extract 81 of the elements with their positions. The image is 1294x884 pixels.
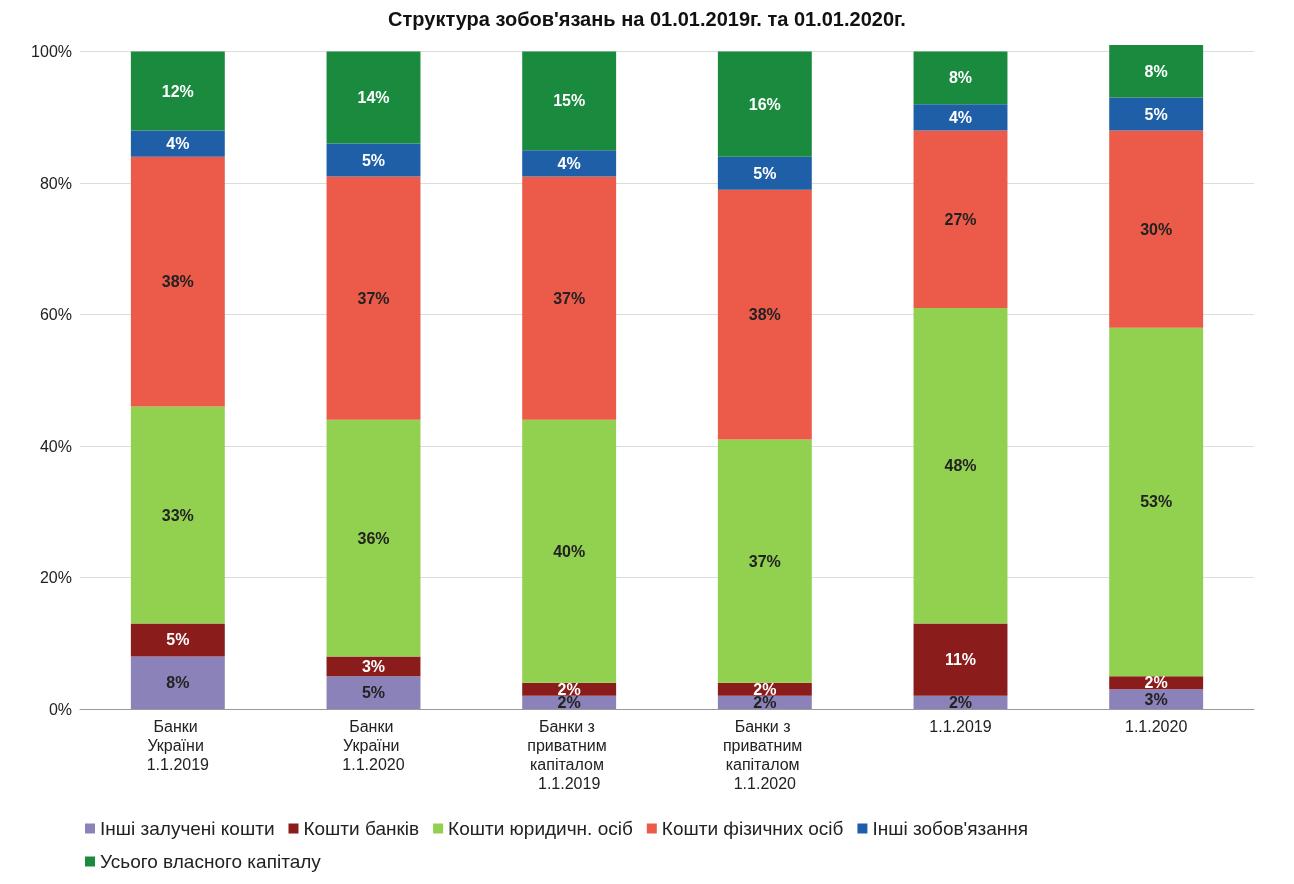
x-tick-label: Банки України 1.1.2019 [146,718,210,773]
data-label: 8% [948,69,973,87]
data-label: 14% [357,89,390,107]
data-label: 27% [944,210,977,228]
bar [913,623,1008,696]
bar [130,130,225,157]
bar [913,130,1008,308]
bar [913,51,1008,105]
x-tick-label: 1.1.2019 [929,718,992,735]
bar [717,156,812,190]
bar [1109,130,1204,328]
x-tick-label: Банки України 1.1.2020 [342,718,405,773]
bar [130,656,225,709]
y-tick-label: 0% [48,700,72,718]
legend-label: Кошти фізичних осіб [661,818,844,839]
data-label: 2% [1144,674,1168,692]
data-label: 4% [948,108,973,126]
y-tick-label: 100% [31,43,72,61]
legend-label: Інші зобов'язання [872,818,1029,839]
bar [326,676,421,709]
legend-label: Кошти юридичн. осіб [448,818,633,839]
bar [130,156,225,407]
data-label: 53% [1140,493,1173,511]
bar [717,439,812,683]
data-label: 15% [553,92,586,110]
bar [326,656,421,677]
data-label: 11% [944,651,977,669]
data-label: 8% [1144,62,1168,80]
data-label: 5% [1144,105,1168,123]
bar [130,623,225,657]
x-tick-label: 1.1.2020 [1125,718,1188,735]
data-label: 36% [357,529,390,547]
data-label: 38% [161,273,194,291]
data-label: 3% [1144,690,1168,708]
bar [522,150,617,177]
bar [913,104,1008,131]
data-label: 5% [166,631,190,649]
bar [522,176,617,420]
bar [326,176,421,420]
bar [326,143,421,177]
legend-label: Інші залучені кошти [100,818,275,839]
y-tick-label: 40% [39,437,72,455]
data-label: 2% [948,693,973,711]
data-label: 4% [166,135,190,153]
x-tick-label: Банки з приватним капіталом 1.1.2019 [527,718,612,792]
data-label: 37% [748,552,781,570]
data-label: 48% [944,457,977,475]
legend-label: Кошти банків [303,818,420,839]
legend-label: Усього власного капіталу [100,851,322,872]
data-label: 37% [553,289,586,307]
data-label: 3% [361,657,386,675]
bar [913,307,1008,624]
data-label: 5% [361,151,386,169]
data-label: 37% [357,289,390,307]
data-label: 5% [361,684,386,702]
bar [1109,689,1204,709]
bar [130,51,225,131]
x-tick-label: Банки з приватним капіталом 1.1.2020 [722,718,807,792]
bar [1109,97,1204,131]
bar [1109,327,1204,677]
data-label: 4% [557,154,581,172]
chart-title: Структура зобов'язань на 01.01.2019г. та 01.01.2020г. [388,8,906,30]
bar [717,189,812,440]
data-label: 16% [748,95,781,113]
bar [717,51,812,157]
bar [1109,45,1204,98]
data-label: 12% [161,82,194,100]
data-label: 8% [166,674,190,692]
data-label: 38% [748,306,781,324]
bar [326,51,421,144]
y-tick-label: 60% [39,306,72,324]
bar [522,51,617,151]
y-tick-label: 20% [39,569,72,587]
bar [522,419,617,683]
data-label: 33% [161,506,194,524]
bar [326,419,421,657]
bar [130,406,225,624]
data-label: 30% [1140,220,1173,238]
y-tick-label: 80% [39,174,72,192]
data-label: 5% [753,164,777,182]
data-label: 40% [553,542,586,560]
